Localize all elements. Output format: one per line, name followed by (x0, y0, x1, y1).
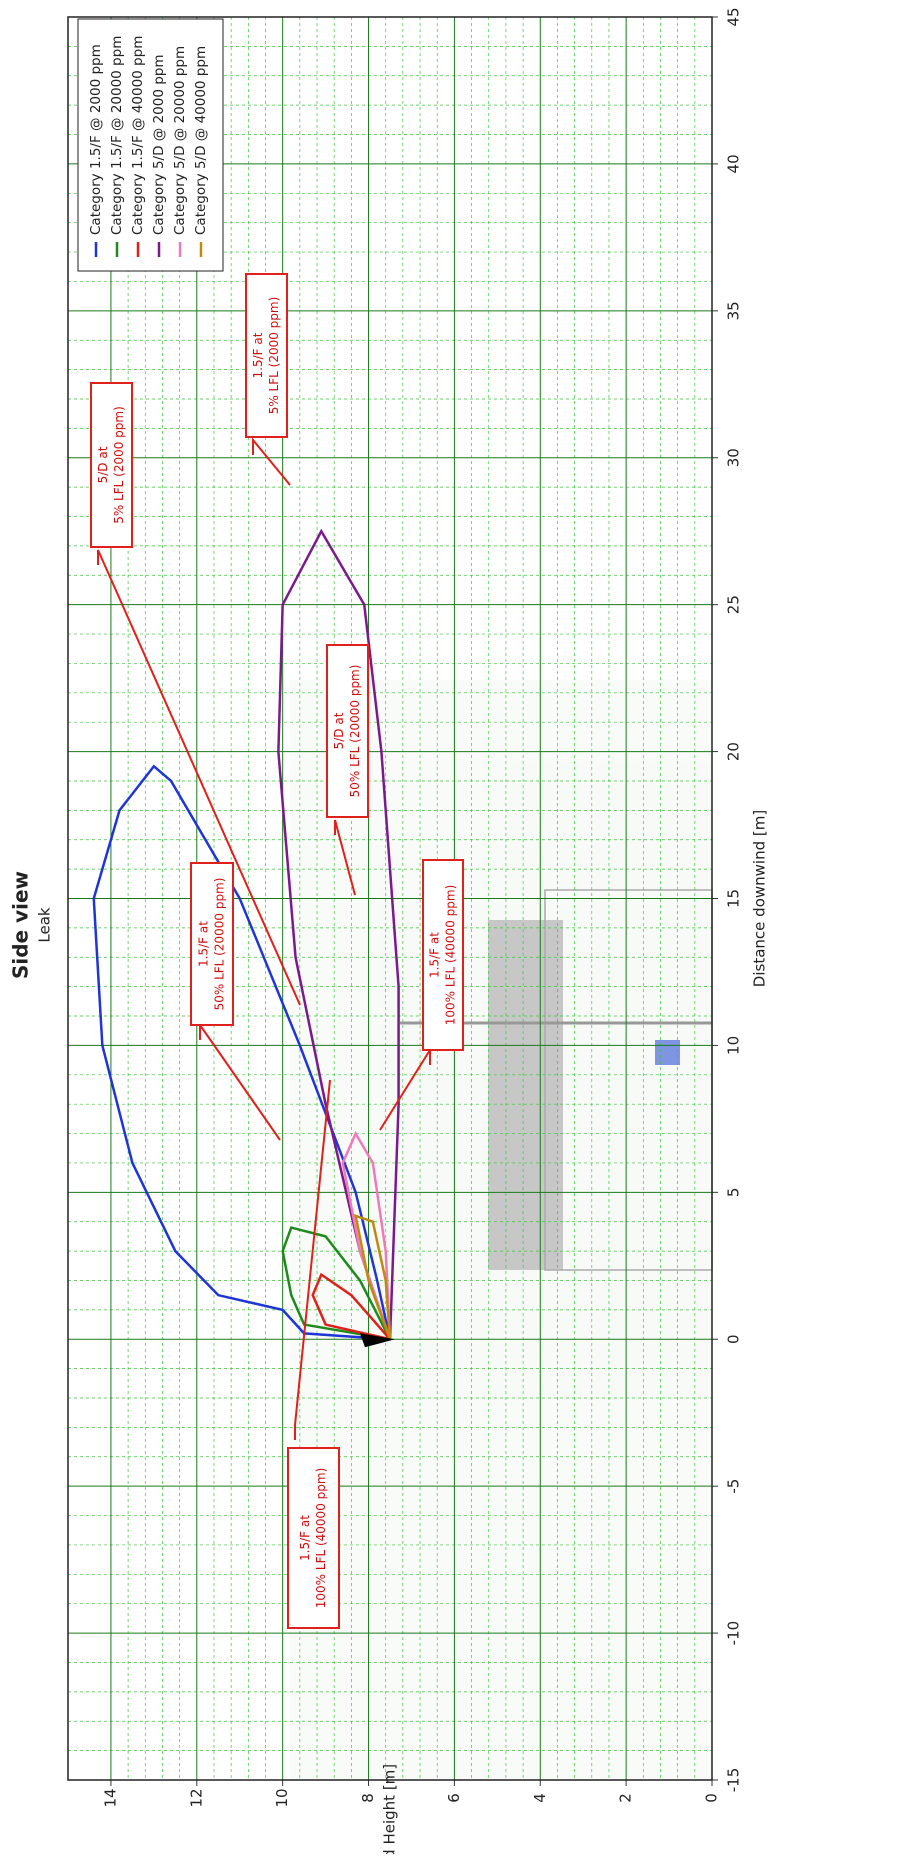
annotation-box (190, 862, 234, 1026)
series-line (277, 528, 400, 1340)
legend-label: Category 5/D @ 2000 ppm (151, 54, 167, 235)
x-tick-label: 30 (725, 448, 743, 467)
chart-subtitle: Leak (36, 907, 54, 943)
y-tick-label: 2 (617, 1793, 635, 1803)
legend-label: Category 5/D @ 20000 ppm (172, 46, 188, 235)
y-tick-label: 12 (187, 1788, 205, 1807)
series-line (281, 1226, 392, 1341)
callout-line (334, 819, 356, 896)
x-tick-label: 45 (725, 7, 743, 26)
y-tick-label: 14 (101, 1788, 119, 1807)
annotation-text: 1.5/F at (298, 1515, 312, 1561)
series-line (354, 1213, 392, 1340)
annotation-box (287, 1447, 340, 1629)
x-tick-label: 40 (725, 154, 743, 173)
x-tick-label: 5 (725, 1188, 743, 1198)
x-tick-label: 0 (725, 1334, 743, 1344)
legend-label: Category 5/D @ 40000 ppm (193, 46, 209, 235)
annotation-box (245, 273, 288, 438)
legend: Category 1.5/F @ 2000 ppm Category 1.5/F … (77, 18, 224, 272)
callout-line (252, 437, 291, 486)
x-tick-label: 35 (725, 301, 743, 320)
x-tick-label: 15 (725, 889, 743, 908)
plot-frame (67, 16, 713, 1781)
series-line (341, 1130, 392, 1340)
callout-line (97, 549, 301, 1006)
annotation-box (90, 382, 133, 548)
annotation-text: 5/D at (332, 712, 346, 749)
x-axis-label: Distance downwind [m] (751, 810, 769, 987)
y-axis-label: Cloud Height [m] (381, 1764, 399, 1854)
y-tick-label: 0 (703, 1793, 721, 1803)
series-line (92, 764, 392, 1341)
annotation-text: 5% LFL (2000 ppm) (112, 406, 126, 524)
x-tick-label: -5 (725, 1479, 743, 1494)
leak-arrow (360, 1333, 395, 1348)
annotation-text: 100% LFL (40000 ppm) (444, 885, 458, 1025)
x-tick-label: 20 (725, 742, 743, 761)
x-tick-label: 10 (725, 1036, 743, 1055)
legend-label: Category 1.5/F @ 2000 ppm (88, 44, 104, 235)
annotation-box (422, 859, 464, 1051)
y-tick-label: 4 (531, 1793, 549, 1803)
legend-label: Category 1.5/F @ 40000 ppm (130, 36, 146, 235)
annotation-text: 50% LFL (20000 ppm) (213, 878, 227, 1011)
x-tick-label: -15 (725, 1768, 743, 1793)
callout-line (294, 1079, 331, 1440)
x-tick-label: 25 (725, 595, 743, 614)
legend-label: Category 1.5/F @ 20000 ppm (109, 36, 125, 235)
x-tick-label: -10 (725, 1621, 743, 1646)
chart-title: Side view (9, 871, 33, 979)
annotation-text: 50% LFL (20000 ppm) (348, 665, 362, 798)
annotation-text: 100% LFL (40000 ppm) (314, 1468, 328, 1608)
annotation-text: 5% LFL (2000 ppm) (267, 297, 281, 415)
y-tick-label: 10 (273, 1788, 291, 1807)
equipment-drawing (290, 680, 713, 1780)
annotation-box (326, 644, 369, 818)
series-line (311, 1272, 391, 1341)
annotation-text: 1.5/F at (251, 332, 265, 378)
annotation-text: 1.5/F at (428, 932, 442, 978)
annotation-text: 5/D at (96, 446, 110, 483)
y-tick-label: 8 (359, 1793, 377, 1803)
legend-box (77, 18, 224, 272)
annotation-text: 1.5/F at (197, 921, 211, 967)
y-tick-label: 6 (445, 1793, 463, 1803)
